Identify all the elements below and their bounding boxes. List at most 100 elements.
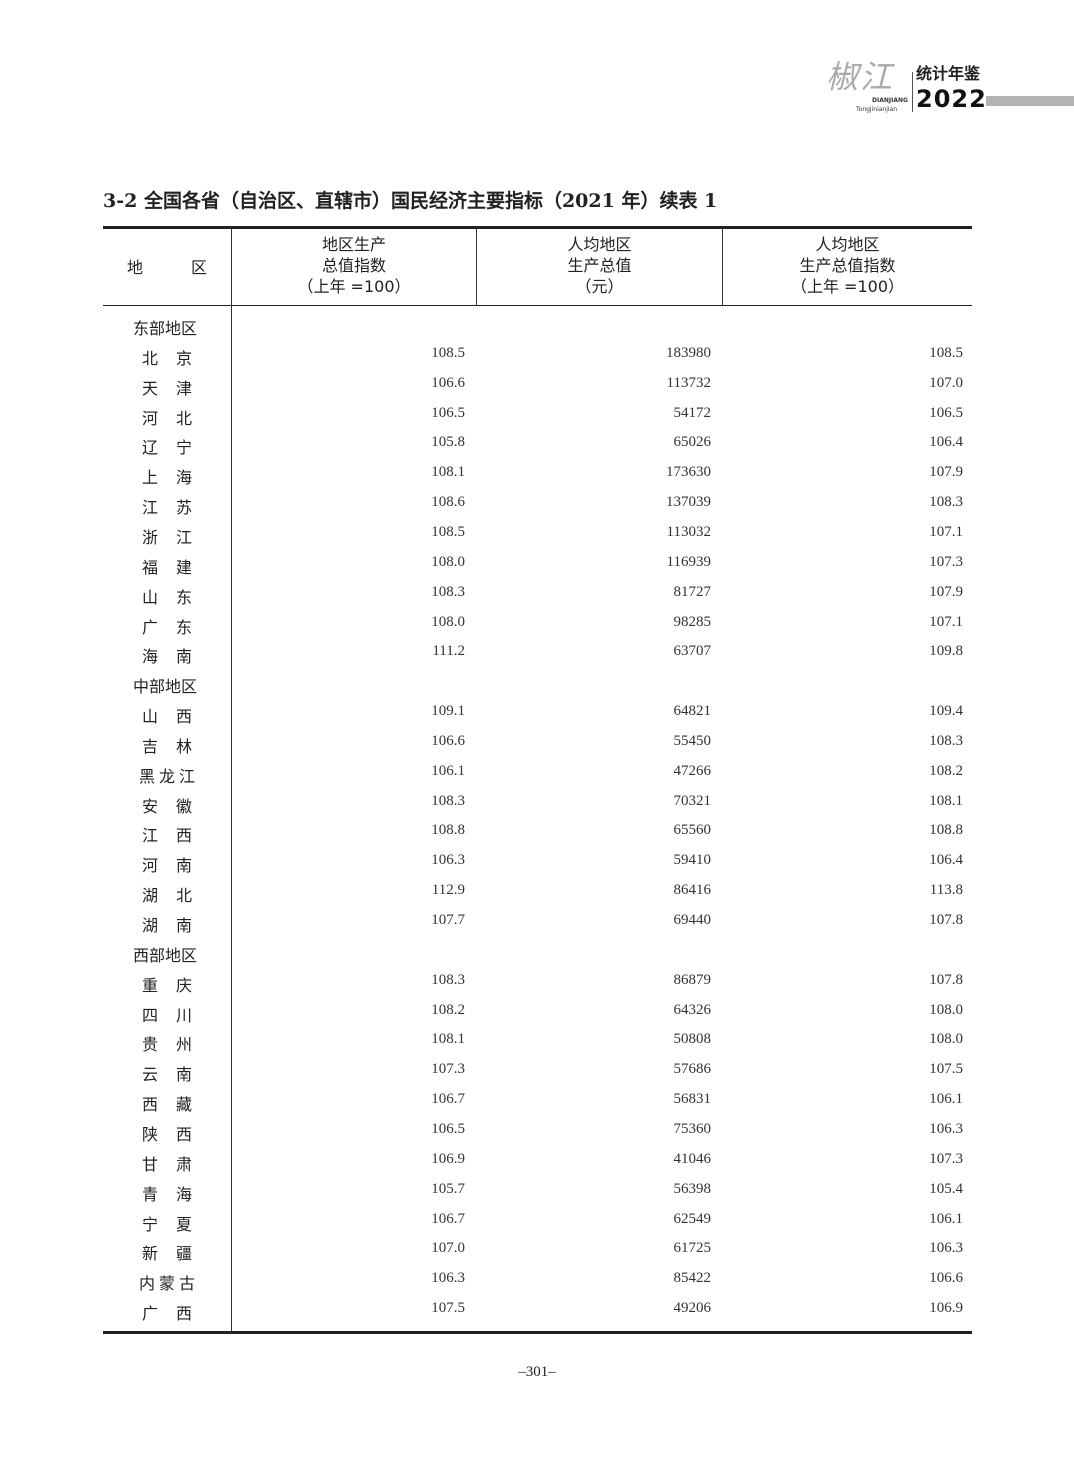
region-name: 吉林 — [141, 736, 210, 756]
table-row: 北京 108.5 183980 108.5 — [103, 344, 972, 368]
per-capita-gdp-cell: 113032 — [666, 523, 711, 540]
gdp-index-cell: 107.7 — [431, 912, 465, 928]
region-name: 甘肃 — [141, 1154, 210, 1174]
gdp-index-cell: 106.9 — [431, 1150, 465, 1167]
region-name: 新疆 — [141, 1244, 210, 1264]
region-name: 黑龙江 — [138, 766, 199, 786]
region-name: 浙江 — [141, 527, 210, 547]
region-name: 广西 — [141, 1304, 210, 1324]
gdp-index-cell: 108.5 — [431, 523, 465, 540]
group-label: 东部地区 — [133, 319, 198, 338]
header-line: （上年 =100） — [790, 277, 905, 296]
gdp-index-cell: 106.7 — [431, 1091, 465, 1108]
region-name: 陕西 — [141, 1124, 210, 1144]
gdp-index-cell: 108.1 — [431, 1031, 465, 1048]
per-capita-gdp-index-cell: 107.5 — [929, 1061, 963, 1078]
gdp-index-cell: 107.3 — [431, 1061, 465, 1078]
per-capita-gdp-index-cell: 107.1 — [929, 613, 963, 630]
table-row: 四川 108.2 64326 108.0 — [103, 1001, 972, 1025]
per-capita-gdp-cell: 55450 — [673, 732, 712, 749]
column-divider — [231, 229, 232, 1331]
per-capita-gdp-cell: 63707 — [673, 643, 712, 660]
table-title: 3-2 全国各省（自治区、直辖市）国民经济主要指标（2021 年）续表 1 — [103, 190, 718, 212]
gdp-index-cell: 108.8 — [431, 822, 465, 839]
logo-pinyin-2: Tongjinianjian — [856, 106, 898, 113]
page-number: –301– — [518, 1364, 556, 1380]
region-name: 河南 — [141, 856, 210, 876]
gdp-index-cell: 108.2 — [431, 1001, 465, 1018]
per-capita-gdp-cell: 56398 — [673, 1180, 712, 1197]
gdp-index-cell: 108.6 — [431, 494, 465, 511]
per-capita-gdp-cell: 64326 — [673, 1001, 712, 1018]
per-capita-gdp-cell: 64821 — [673, 703, 712, 720]
table-row: 湖北 112.9 86416 113.8 — [103, 882, 972, 905]
per-capita-gdp-cell: 47266 — [673, 762, 712, 779]
table-row: 黑龙江 106.1 47266 108.2 — [103, 762, 972, 786]
gdp-index-cell: 106.7 — [431, 1210, 465, 1227]
per-capita-gdp-cell: 56831 — [673, 1091, 712, 1108]
gdp-index-cell: 106.6 — [431, 374, 465, 391]
per-capita-gdp-cell: 183980 — [666, 344, 711, 361]
per-capita-gdp-index-cell: 109.8 — [929, 643, 963, 660]
gdp-index-cell: 105.7 — [431, 1180, 465, 1197]
group-row: 中部地区 — [103, 673, 972, 697]
logo-text: 统计年鉴 — [916, 64, 981, 83]
per-capita-gdp-cell: 85422 — [673, 1270, 712, 1287]
per-capita-gdp-cell: 65026 — [673, 434, 712, 451]
per-capita-gdp-index-cell: 107.9 — [929, 583, 963, 600]
region-name: 西藏 — [141, 1095, 210, 1115]
logo-divider — [912, 72, 913, 112]
per-capita-gdp-cell: 69440 — [673, 912, 712, 928]
per-capita-gdp-index-cell: 108.3 — [929, 494, 963, 511]
gdp-index-cell: 112.9 — [431, 882, 465, 899]
gdp-index-cell: 111.2 — [432, 643, 465, 660]
per-capita-gdp-index-cell: 106.3 — [929, 1240, 963, 1257]
table-row: 陕西 106.5 75360 106.3 — [103, 1121, 972, 1144]
table-row: 新疆 107.0 61725 106.3 — [103, 1240, 972, 1264]
group-label: 西部地区 — [133, 945, 198, 965]
column-header-per-capita-gdp-index: 人均地区 生产总值指数 （上年 =100） — [723, 234, 972, 297]
per-capita-gdp-cell: 116939 — [666, 553, 711, 570]
per-capita-gdp-cell: 50808 — [673, 1031, 712, 1048]
region-name: 天津 — [141, 378, 210, 398]
table-row: 江苏 108.6 137039 108.3 — [103, 494, 972, 518]
region-name: 辽宁 — [141, 438, 210, 458]
table-row: 福建 108.0 116939 107.3 — [103, 553, 972, 577]
per-capita-gdp-index-cell: 107.3 — [929, 553, 963, 570]
per-capita-gdp-index-cell: 107.0 — [929, 374, 963, 391]
per-capita-gdp-index-cell: 108.3 — [929, 732, 963, 749]
table-row: 重庆 108.3 86879 107.8 — [103, 971, 972, 995]
per-capita-gdp-index-cell: 106.6 — [929, 1270, 963, 1287]
per-capita-gdp-index-cell: 107.1 — [929, 523, 963, 540]
table-top-rule — [103, 226, 972, 229]
table-header-rule — [103, 305, 972, 306]
per-capita-gdp-cell: 59410 — [673, 852, 712, 869]
per-capita-gdp-index-cell: 107.3 — [929, 1150, 963, 1167]
header-bar — [986, 96, 1074, 106]
header-line: （元） — [575, 277, 624, 296]
region-name: 江苏 — [141, 498, 210, 518]
per-capita-gdp-cell: 70321 — [673, 792, 712, 809]
region-name: 安徽 — [141, 796, 210, 816]
gdp-index-cell: 108.3 — [431, 583, 465, 600]
region-name: 上海 — [141, 468, 210, 488]
table-row: 江西 108.8 65560 108.8 — [103, 822, 972, 845]
per-capita-gdp-index-cell: 106.1 — [929, 1210, 963, 1227]
gdp-index-cell: 106.1 — [431, 762, 465, 779]
table-row: 上海 108.1 173630 107.9 — [103, 464, 972, 488]
gdp-index-cell: 108.3 — [431, 971, 465, 988]
group-label: 中部地区 — [133, 677, 198, 697]
table-row: 湖南 107.7 69440 107.8 — [103, 912, 972, 935]
per-capita-gdp-index-cell: 107.9 — [929, 464, 963, 481]
gdp-index-cell: 106.3 — [431, 852, 465, 869]
header-line: （上年 =100） — [297, 277, 411, 296]
per-capita-gdp-cell: 137039 — [666, 494, 711, 511]
per-capita-gdp-index-cell: 108.2 — [929, 762, 963, 779]
region-name: 山西 — [141, 707, 210, 727]
table-row: 浙江 108.5 113032 107.1 — [103, 523, 972, 547]
region-name: 广东 — [141, 617, 210, 637]
gdp-index-cell: 108.3 — [431, 792, 465, 809]
per-capita-gdp-cell: 86879 — [673, 971, 712, 988]
table-row: 河南 106.3 59410 106.4 — [103, 852, 972, 876]
region-name: 四川 — [141, 1005, 210, 1025]
